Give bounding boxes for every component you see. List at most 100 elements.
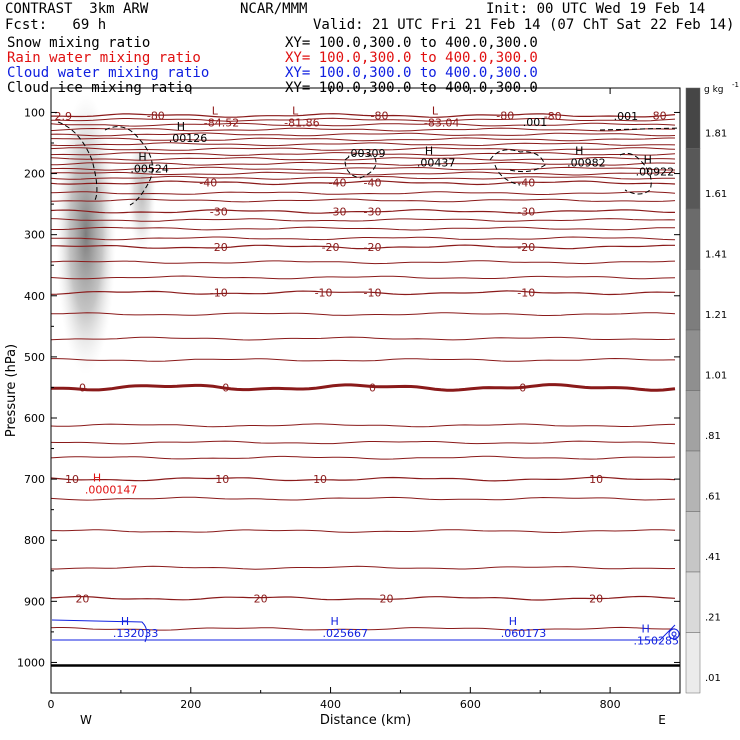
extremum-value: .150285 — [634, 634, 680, 647]
temperature-contour — [51, 236, 676, 241]
contour-label: -80 — [496, 110, 514, 123]
x-tick-label: 400 — [320, 698, 341, 711]
contour-label: -40 — [517, 177, 535, 190]
colorbar-tick-label: .41 — [705, 552, 721, 563]
contour-label: 10 — [313, 473, 327, 486]
contour-label: -80 — [147, 110, 165, 123]
contour-label: 0 — [79, 381, 86, 394]
contour-label: 0 — [369, 381, 376, 394]
contour-label: 10 — [65, 473, 79, 486]
temperature-contour-labeled — [51, 113, 676, 118]
colorbar-tick-label: .81 — [705, 431, 721, 442]
cloud-ice-contour — [489, 149, 546, 173]
y-axis-label: Pressure (hPa) — [4, 344, 19, 437]
extremum-symbol: H — [509, 615, 517, 628]
snow-shading — [127, 131, 156, 252]
colorbar-segment — [685, 571, 701, 633]
misc-label: .001 — [614, 110, 639, 123]
y-tick-label: 500 — [24, 351, 45, 364]
temperature-contour-labeled — [50, 383, 676, 392]
contour-label: -40 — [329, 177, 347, 190]
field-label-snow: Snow mixing ratio — [7, 35, 151, 51]
y-tick-label: 700 — [24, 473, 45, 486]
contour-label: 10 — [589, 473, 603, 486]
extremum-symbol: L — [292, 105, 299, 118]
extremum-symbol: H — [93, 471, 101, 484]
colorbar-tick-label: 1.01 — [705, 370, 727, 381]
temperature-contour — [50, 147, 676, 151]
extremum-symbol: H — [425, 144, 433, 157]
cloud-ice-contour — [599, 127, 681, 131]
contour-label: 20 — [589, 592, 603, 605]
extremum-value: .00982 — [567, 156, 606, 169]
extremum-symbol: H — [331, 615, 339, 628]
init-label: Init: 00 UTC Wed 19 Feb 14 — [486, 1, 706, 17]
colorbar-unit-exponent: -1 — [732, 81, 739, 89]
colorbar-segment — [685, 269, 701, 331]
temperature-contour — [50, 122, 676, 127]
y-tick-label: 200 — [24, 168, 45, 181]
contour-label: 0 — [222, 381, 229, 394]
extremum-value: -83.04 — [424, 117, 459, 130]
contour-label: -20 — [322, 241, 340, 254]
colorbar-segment — [685, 511, 701, 573]
east-label: E — [658, 713, 666, 727]
contour-label: -40 — [199, 177, 217, 190]
contour-label: -80 — [370, 110, 388, 123]
west-label: W — [80, 713, 92, 727]
temperature-contour-labeled — [50, 180, 676, 186]
x-tick-label: 0 — [48, 698, 55, 711]
valid-time: Valid: 21 UTC Fri 21 Feb 14 (07 ChT Sat … — [313, 17, 735, 33]
contour-label: 10 — [215, 473, 229, 486]
x-tick-label: 600 — [460, 698, 481, 711]
contour-label: 20 — [379, 592, 393, 605]
temperature-contour-labeled — [50, 209, 675, 214]
y-tick-label: 1000 — [17, 656, 45, 669]
temperature-contour — [50, 275, 676, 280]
extremum-symbol: H — [177, 120, 185, 133]
cloud-water-contour — [668, 628, 680, 640]
temperature-contour — [50, 198, 676, 203]
extremum-value: .00524 — [130, 163, 169, 176]
extremum-symbol: H — [138, 151, 146, 164]
temperature-contour — [51, 226, 676, 231]
colorbar-tick-label: .61 — [705, 491, 721, 502]
plot-frame — [50, 87, 681, 694]
extremum-value: .025667 — [323, 627, 369, 640]
org-label: NCAR/MMM — [240, 1, 308, 17]
contour-label: -10 — [364, 287, 382, 300]
contour-label: 20 — [254, 592, 268, 605]
extremum-symbol: H — [644, 154, 652, 167]
temperature-contour — [50, 440, 676, 445]
y-tick-label: 900 — [24, 595, 45, 608]
extremum-value: .00309 — [347, 147, 386, 160]
x-tick-label: 200 — [180, 698, 201, 711]
temperature-contour — [50, 171, 676, 176]
extremum-value: .00437 — [417, 156, 456, 169]
contour-label: -20 — [364, 241, 382, 254]
temperature-contour — [51, 161, 676, 166]
misc-label: -80 — [544, 110, 562, 123]
temperature-contour — [50, 423, 675, 428]
extremum-value: .00126 — [169, 132, 208, 145]
snow-shading — [55, 94, 116, 375]
y-tick-label: 100 — [24, 106, 45, 119]
field-xy-rain: XY= 100.0,300.0 to 400.0,300.0 — [285, 50, 538, 66]
extremum-value: .00922 — [636, 166, 675, 179]
extremum-symbol: H — [575, 144, 583, 157]
contour-label: -20 — [210, 241, 228, 254]
misc-label: .001 — [523, 116, 548, 129]
temperature-contour — [50, 127, 675, 132]
cloud-ice-contour — [57, 121, 98, 201]
cloud-ice-contour — [104, 126, 153, 206]
y-tick-label: 600 — [24, 412, 45, 425]
colorbar-segment — [685, 208, 701, 270]
y-tick-label: 400 — [24, 290, 45, 303]
extremum-symbol: L — [432, 105, 439, 118]
x-axis-label: Distance (km) — [320, 713, 411, 728]
colorbar-segment — [685, 450, 701, 512]
cloud-ice-contour — [344, 153, 377, 179]
contour-label: -30 — [210, 205, 228, 218]
temperature-contour — [50, 142, 676, 147]
extremum-value: -81.86 — [284, 117, 319, 130]
